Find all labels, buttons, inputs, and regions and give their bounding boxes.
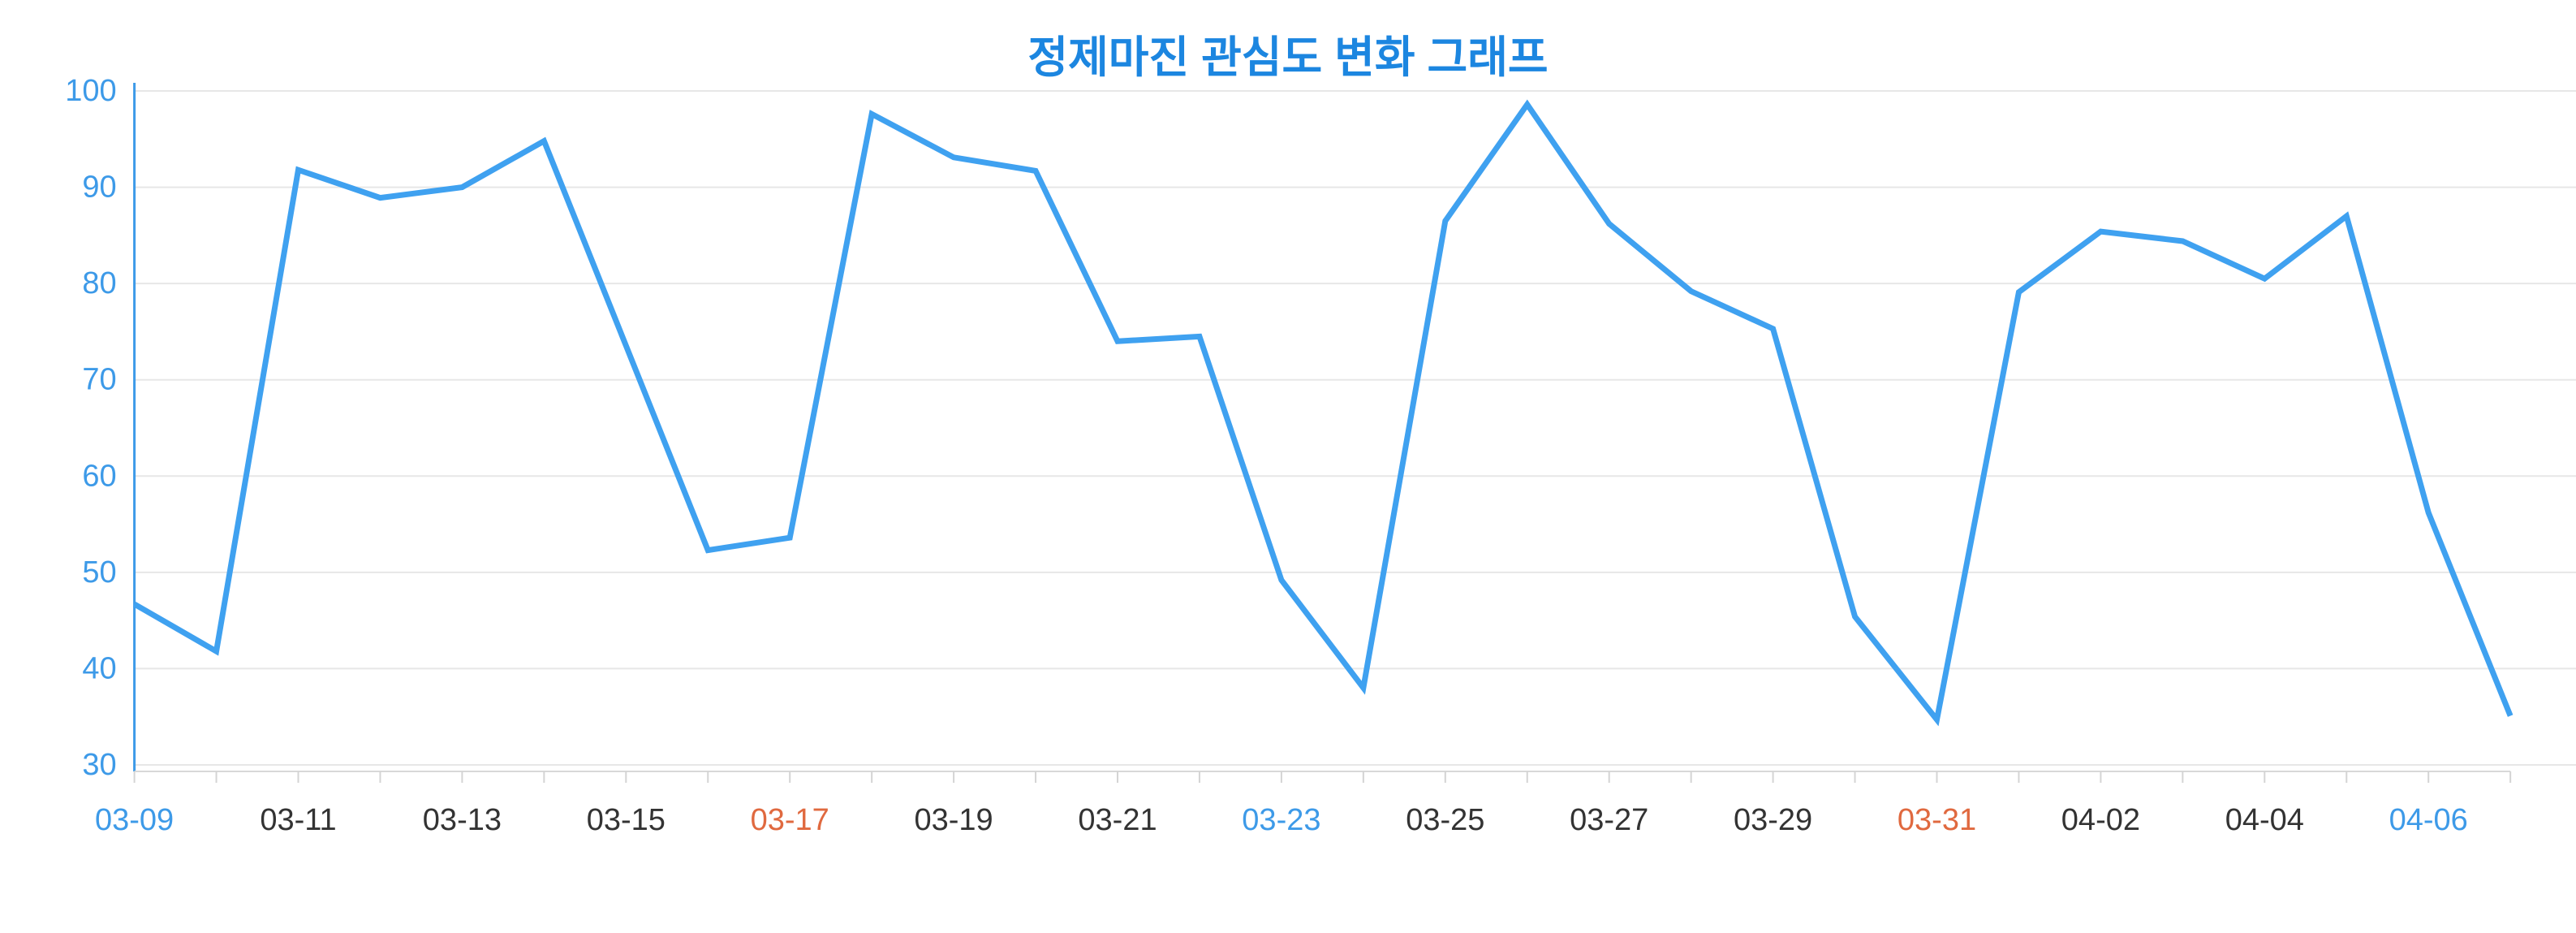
svg-text:03-17: 03-17 — [751, 803, 829, 837]
svg-text:03-15: 03-15 — [587, 803, 666, 837]
svg-text:60: 60 — [82, 459, 116, 493]
svg-text:80: 80 — [82, 266, 116, 300]
svg-text:70: 70 — [82, 363, 116, 397]
svg-text:03-23: 03-23 — [1242, 803, 1320, 837]
svg-text:03-27: 03-27 — [1570, 803, 1648, 837]
svg-text:03-13: 03-13 — [423, 803, 502, 837]
svg-text:03-19: 03-19 — [914, 803, 993, 837]
svg-text:50: 50 — [82, 555, 116, 590]
svg-text:03-09: 03-09 — [95, 803, 174, 837]
svg-text:40: 40 — [82, 651, 116, 685]
svg-text:100: 100 — [65, 74, 116, 108]
svg-text:04-02: 04-02 — [2061, 803, 2140, 837]
svg-text:03-21: 03-21 — [1078, 803, 1157, 837]
svg-text:30: 30 — [82, 748, 116, 782]
svg-text:90: 90 — [82, 171, 116, 205]
svg-text:03-11: 03-11 — [260, 803, 336, 837]
svg-text:03-29: 03-29 — [1734, 803, 1812, 837]
svg-text:03-31: 03-31 — [1898, 803, 1976, 837]
svg-text:03-25: 03-25 — [1406, 803, 1484, 837]
svg-text:04-04: 04-04 — [2225, 803, 2304, 837]
svg-text:04-06: 04-06 — [2389, 803, 2468, 837]
